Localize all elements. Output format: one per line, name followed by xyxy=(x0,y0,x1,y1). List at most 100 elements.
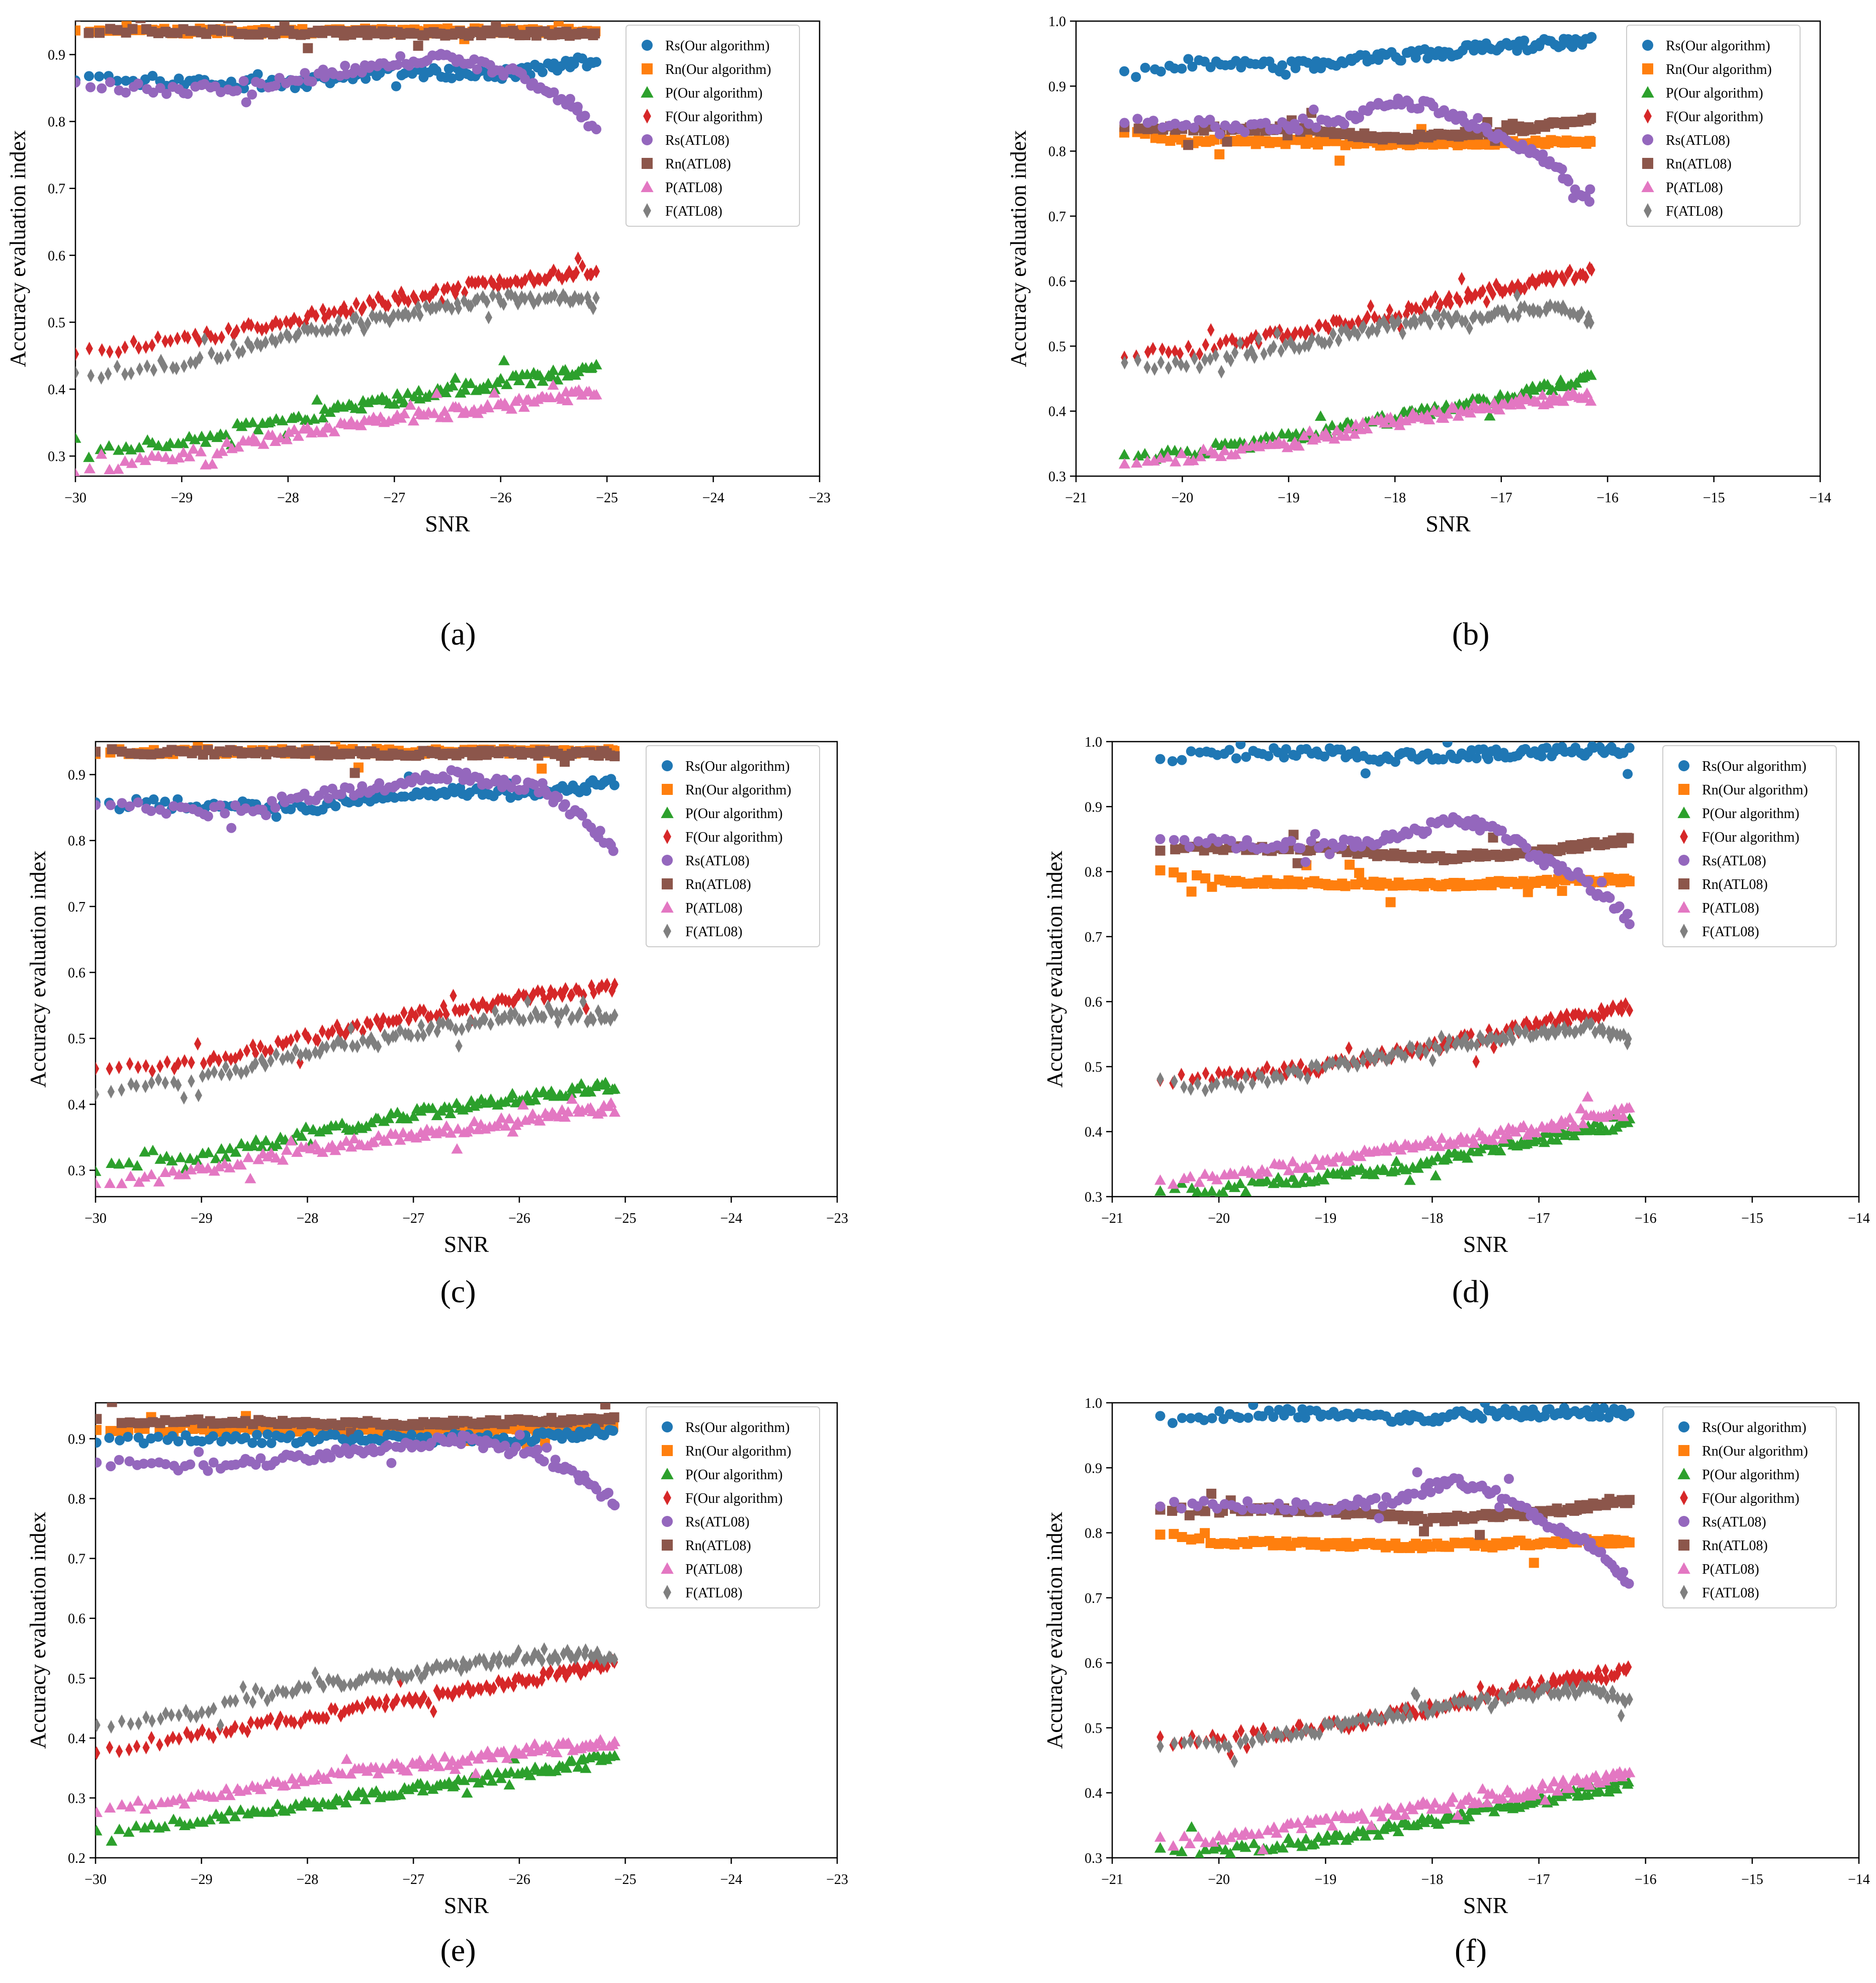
data-point xyxy=(467,299,475,313)
data-point xyxy=(1231,1077,1239,1091)
data-point xyxy=(273,1047,280,1061)
data-point xyxy=(1155,754,1166,764)
data-point xyxy=(145,1168,157,1180)
data-point xyxy=(372,1113,384,1124)
data-point xyxy=(1438,754,1449,765)
data-point xyxy=(466,1750,478,1761)
scatter-points xyxy=(96,1403,620,1846)
data-point xyxy=(239,1680,247,1694)
data-point xyxy=(1211,1174,1223,1185)
data-point xyxy=(341,1704,348,1719)
data-point xyxy=(191,1154,203,1165)
y-tick-label: 0.4 xyxy=(48,382,65,398)
legend-label: F(Our algorithm) xyxy=(1666,109,1763,125)
data-point xyxy=(1359,1054,1367,1068)
x-axis-label: SNR xyxy=(1463,1892,1508,1918)
data-point xyxy=(352,297,360,311)
data-point xyxy=(181,1054,189,1068)
data-point xyxy=(580,111,590,121)
data-point xyxy=(506,782,517,793)
x-tick-label: −25 xyxy=(614,1211,637,1226)
data-point xyxy=(483,1768,494,1779)
data-point xyxy=(582,1643,589,1657)
data-point xyxy=(330,742,340,745)
data-point xyxy=(1599,1026,1607,1039)
data-point xyxy=(426,290,433,304)
data-point xyxy=(590,986,597,1000)
y-axis-label: Accuracy evaluation index xyxy=(26,851,50,1088)
data-point xyxy=(1488,397,1500,408)
data-point xyxy=(597,1012,605,1026)
data-point xyxy=(436,298,443,312)
data-point xyxy=(133,1739,141,1753)
data-point xyxy=(297,1716,305,1730)
data-point xyxy=(1471,309,1479,323)
data-point xyxy=(548,1006,555,1020)
data-point xyxy=(1401,1050,1409,1064)
data-point xyxy=(1180,1080,1188,1094)
data-point xyxy=(155,83,165,94)
data-point xyxy=(1231,345,1239,359)
data-point xyxy=(513,375,525,386)
scatter-points xyxy=(1154,1403,1636,1858)
data-point xyxy=(330,1429,340,1440)
data-point xyxy=(1452,410,1464,421)
data-point xyxy=(1361,423,1373,433)
data-point xyxy=(1517,282,1525,296)
data-point xyxy=(459,1682,467,1696)
y-tick-label: 0.7 xyxy=(68,1552,85,1567)
data-point xyxy=(104,464,116,475)
data-point xyxy=(1422,826,1432,837)
data-point xyxy=(96,1807,103,1817)
y-tick-label: 0.3 xyxy=(1085,1851,1102,1866)
x-tick-label: −16 xyxy=(1596,490,1619,506)
data-point xyxy=(342,306,350,320)
data-point xyxy=(1292,858,1303,868)
data-point xyxy=(330,305,338,319)
data-point xyxy=(132,1079,140,1093)
data-point xyxy=(407,1668,415,1682)
data-point xyxy=(152,450,164,461)
data-point xyxy=(1308,1059,1315,1073)
data-point xyxy=(247,340,255,354)
data-point xyxy=(1322,431,1334,442)
legend: Rs(Our algorithm)Rn(Our algorithm)P(Our … xyxy=(1626,25,1801,227)
data-point xyxy=(121,87,131,98)
data-point xyxy=(409,28,419,39)
data-point xyxy=(276,317,284,331)
data-point xyxy=(1336,1054,1345,1068)
data-point xyxy=(461,286,469,300)
series-4 xyxy=(96,977,618,1078)
data-point xyxy=(317,412,329,423)
data-point xyxy=(359,1033,367,1047)
data-point xyxy=(1360,319,1367,333)
data-point xyxy=(452,1003,459,1017)
data-point xyxy=(609,1083,620,1094)
data-point xyxy=(572,1652,579,1665)
data-point xyxy=(1434,308,1442,322)
legend-marker xyxy=(1680,924,1688,939)
data-point xyxy=(526,268,534,283)
data-point xyxy=(138,1459,149,1469)
data-point xyxy=(353,1039,361,1053)
data-point xyxy=(368,1136,380,1147)
data-point xyxy=(1202,338,1209,352)
legend-label: Rn(Our algorithm) xyxy=(685,1444,791,1459)
data-point xyxy=(199,1723,206,1737)
data-point xyxy=(240,1416,250,1426)
data-point xyxy=(1296,1068,1304,1082)
x-tick-label: −19 xyxy=(1314,1872,1336,1887)
data-point xyxy=(266,1438,277,1449)
x-tick-label: −18 xyxy=(1384,490,1406,506)
data-point xyxy=(589,1013,597,1027)
series-4 xyxy=(75,251,600,361)
data-point xyxy=(139,1803,151,1814)
data-point xyxy=(235,1159,247,1170)
legend-label: Rs(Our algorithm) xyxy=(1666,38,1770,54)
data-point xyxy=(208,1431,218,1441)
data-point xyxy=(242,1151,254,1162)
data-point xyxy=(505,403,517,414)
data-point xyxy=(332,323,340,337)
data-point xyxy=(1277,60,1288,70)
data-point xyxy=(188,1074,195,1088)
